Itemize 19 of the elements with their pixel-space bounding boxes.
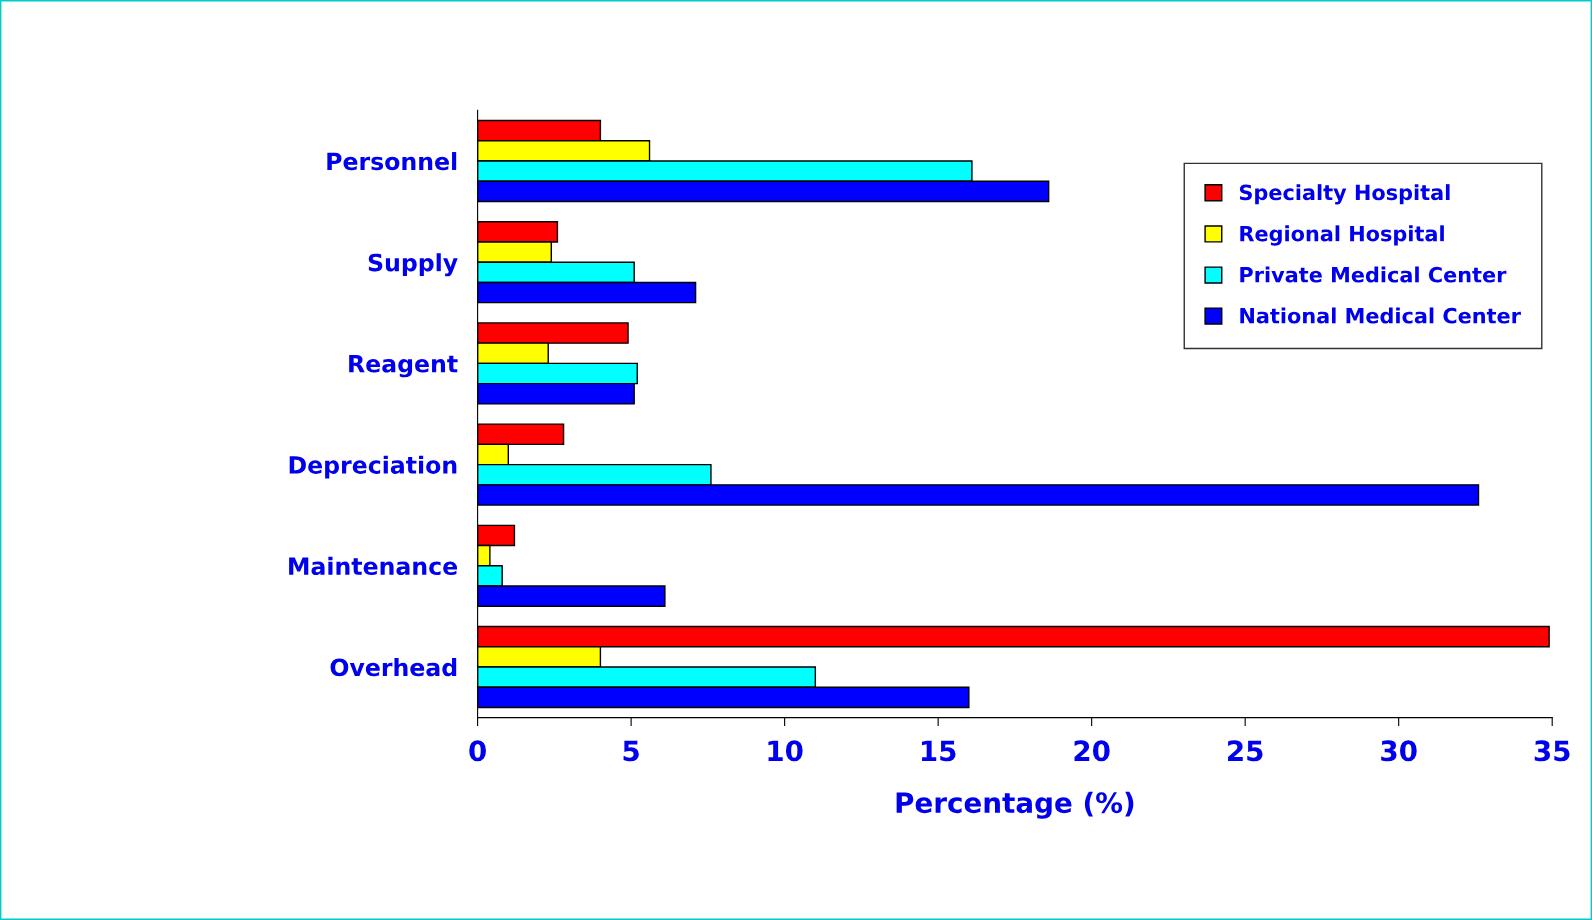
y-tick-label: Maintenance <box>289 556 458 576</box>
x-tick-label: 5 <box>623 740 639 762</box>
y-tick-label: Depreciation <box>289 455 457 479</box>
y-tick-label: Personnel <box>327 152 457 171</box>
x-tick-label: 35 <box>1534 740 1570 762</box>
y-tick-label: Supply <box>368 253 458 277</box>
x-tick-label: 20 <box>1074 740 1110 762</box>
legend-label: Specialty Hospital <box>1239 184 1450 205</box>
y-tick-label: Overhead <box>330 658 457 677</box>
x-tick-label: 15 <box>921 740 956 762</box>
y-tick-label: Reagent <box>349 355 458 378</box>
legend-label: Regional Hospital <box>1240 225 1444 246</box>
legend-label: Private Medical Center <box>1240 266 1507 283</box>
legend-label: National Medical Center <box>1240 307 1521 324</box>
x-tick-label: 10 <box>768 740 803 762</box>
x-tick-label: 0 <box>469 740 486 762</box>
x-tick-label: 30 <box>1381 740 1417 762</box>
x-tick-label: 25 <box>1228 740 1263 762</box>
x-axis-title: Percentage (%) <box>896 791 1134 819</box>
